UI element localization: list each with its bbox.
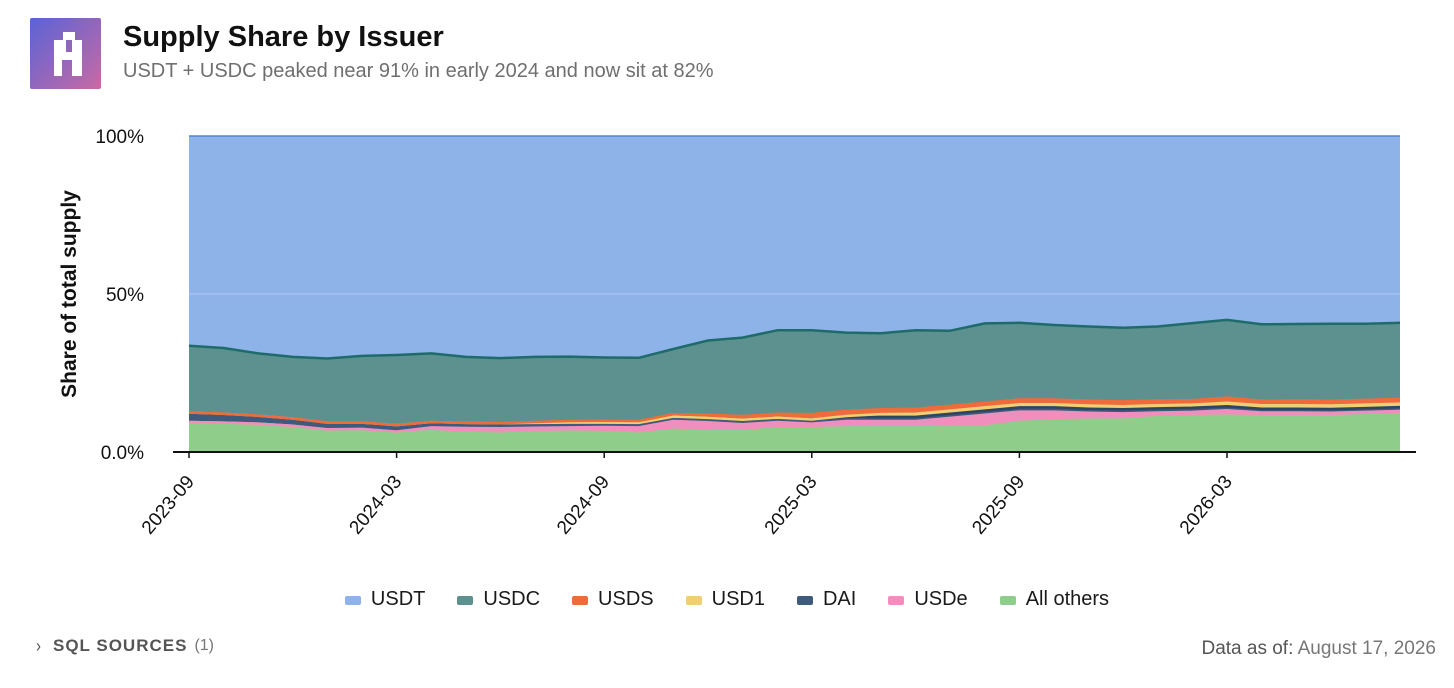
legend-label: USDS — [598, 588, 654, 610]
series-area-all-others — [189, 414, 1400, 452]
x-tick-label: 2024-03 — [346, 472, 407, 539]
y-tick-label: 50% — [106, 285, 144, 306]
data-as-of: Data as of: August 17, 2026 — [1201, 638, 1436, 660]
x-tick-label: 2023-09 — [138, 472, 199, 539]
app-logo-icon — [30, 18, 101, 89]
legend-swatch — [457, 596, 474, 605]
legend-item-usds[interactable]: USDS — [572, 588, 654, 611]
legend-item-all-others[interactable]: All others — [999, 588, 1110, 611]
legend-swatch — [572, 596, 589, 605]
legend-item-usde[interactable]: USDe — [888, 588, 968, 611]
series-line-usdc — [188, 318, 1401, 360]
chart-header: Supply Share by Issuer USDT + USDC peake… — [30, 18, 714, 89]
series-area-usdt — [189, 136, 1400, 359]
data-as-of-label: Data as of: — [1201, 638, 1294, 659]
legend-label: USD1 — [711, 588, 765, 610]
legend-swatch — [999, 596, 1016, 605]
legend-swatch — [344, 596, 361, 605]
sql-sources-toggle[interactable]: › SQL SOURCES (1) — [36, 636, 214, 656]
chevron-right-icon: › — [36, 635, 41, 657]
legend-label: USDe — [914, 588, 968, 610]
legend-item-dai[interactable]: DAI — [796, 588, 857, 611]
data-as-of-date: August 17, 2026 — [1293, 638, 1436, 659]
legend-label: All others — [1025, 588, 1110, 610]
y-tick-label: 0.0% — [101, 443, 144, 464]
chart-title: Supply Share by Issuer — [123, 21, 444, 53]
x-tick-label: 2025-09 — [968, 472, 1029, 539]
stacked-area-chart: 0.0% 50% 100% Share of total supply 2023-09 2… — [58, 127, 1416, 539]
legend-label: USDT — [370, 588, 426, 610]
series-area-usde — [189, 410, 1400, 434]
legend-swatch — [796, 596, 813, 605]
x-tick-label: 2024-09 — [553, 472, 614, 539]
legend-label: DAI — [822, 588, 857, 610]
chart-legend: USDT USDC USDS USD1 DAI USDe All others — [0, 588, 1454, 611]
x-tick-label: 2025-03 — [761, 472, 822, 539]
y-axis-label: Share of total supply — [58, 190, 81, 398]
series-area-usdc — [189, 319, 1400, 426]
legend-swatch — [888, 596, 905, 605]
legend-swatch — [685, 596, 702, 605]
series-line-usde — [188, 409, 1401, 433]
series-line-usds — [188, 396, 1401, 427]
legend-item-usd1[interactable]: USD1 — [685, 588, 765, 611]
chart-subtitle: USDT + USDC peaked near 91% in early 202… — [123, 60, 714, 82]
sql-sources-label: SQL SOURCES — [53, 636, 188, 655]
legend-label: USDC — [483, 588, 541, 610]
series-line-all-others — [188, 413, 1401, 435]
legend-item-usdt[interactable]: USDT — [344, 588, 426, 611]
legend-item-usdc[interactable]: USDC — [457, 588, 540, 611]
sql-sources-count: (1) — [194, 637, 214, 654]
y-tick-label: 100% — [95, 127, 144, 148]
x-tick-label: 2026-03 — [1176, 472, 1237, 539]
